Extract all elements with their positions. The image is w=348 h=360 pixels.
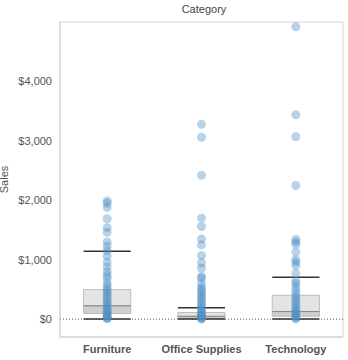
- svg-text:Technology: Technology: [265, 343, 327, 355]
- svg-text:Office Supplies: Office Supplies: [161, 343, 241, 355]
- svg-text:Sales: Sales: [0, 165, 10, 193]
- svg-text:$4,000: $4,000: [18, 75, 52, 87]
- svg-text:$3,000: $3,000: [18, 135, 52, 147]
- svg-text:$2,000: $2,000: [18, 194, 52, 206]
- svg-text:Furniture: Furniture: [83, 343, 131, 355]
- svg-text:$1,000: $1,000: [18, 254, 52, 266]
- html-text:Category: Category: [181, 3, 227, 15]
- svg-text:$0: $0: [40, 313, 52, 325]
